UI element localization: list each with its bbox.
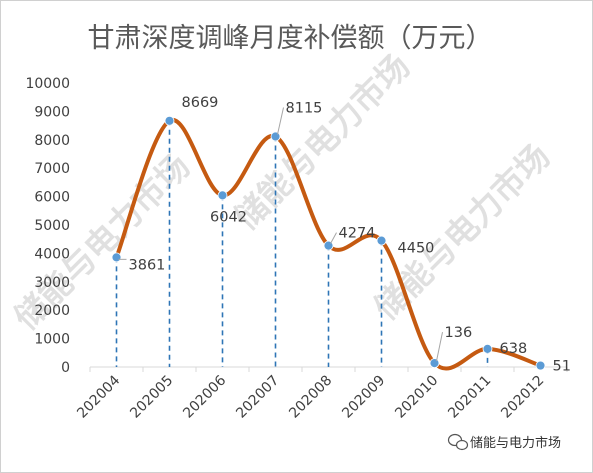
y-tick-label: 6000 — [34, 190, 70, 206]
data-markers — [111, 115, 546, 371]
data-point — [376, 235, 387, 246]
data-label: 8115 — [286, 101, 323, 117]
data-point — [217, 190, 228, 201]
data-label: 51 — [553, 359, 571, 375]
y-axis: 0 1000 2000 3000 4000 5000 6000 7000 8000 9000 100… — [25, 76, 70, 376]
y-tick-label: 5000 — [34, 218, 70, 234]
y-tick-label: 2000 — [34, 303, 70, 319]
label-leader-lines — [118, 107, 443, 362]
wechat-icon — [447, 433, 469, 451]
y-tick-label: 7000 — [34, 161, 70, 177]
y-tick-label: 3000 — [34, 275, 70, 291]
y-tick-label: 4000 — [34, 246, 70, 262]
data-label: 638 — [500, 341, 528, 357]
brand-mark: 储能与电力市场 — [447, 433, 561, 451]
data-labels: 3861 8669 6042 8115 4274 4450 136 638 51 — [129, 95, 571, 375]
data-label: 3861 — [129, 257, 166, 273]
data-point — [482, 343, 493, 354]
data-point — [164, 115, 175, 126]
data-label: 4450 — [398, 241, 435, 257]
leader-line — [277, 107, 284, 135]
series-line — [114, 118, 543, 371]
y-tick-label: 9000 — [34, 104, 70, 120]
y-tick-label: 0 — [61, 360, 70, 376]
data-point — [535, 360, 546, 371]
leader-line — [330, 232, 337, 244]
data-label: 136 — [445, 325, 473, 341]
data-label: 8669 — [182, 95, 219, 111]
data-label: 6042 — [210, 209, 247, 225]
data-point — [270, 131, 281, 142]
y-tick-label: 8000 — [34, 133, 70, 149]
leader-line — [436, 332, 443, 362]
chart-title: 甘肃深度调峰月度补偿额（万元） — [88, 23, 493, 54]
data-point — [429, 358, 440, 369]
data-point — [111, 252, 122, 263]
data-label: 4274 — [339, 226, 376, 242]
y-tick-label: 10000 — [25, 76, 70, 92]
y-tick-label: 1000 — [34, 332, 70, 348]
brand-text: 储能与电力市场 — [470, 435, 561, 451]
